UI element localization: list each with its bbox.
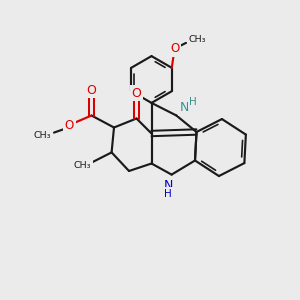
- Text: CH₃: CH₃: [33, 130, 51, 140]
- Text: H: H: [189, 97, 197, 107]
- Text: CH₃: CH₃: [74, 161, 91, 170]
- Text: O: O: [87, 83, 96, 97]
- Text: H: H: [164, 189, 172, 199]
- Text: O: O: [170, 42, 179, 55]
- Text: CH₃: CH₃: [189, 34, 206, 43]
- Text: N: N: [164, 179, 174, 192]
- Text: O: O: [65, 119, 74, 132]
- Text: N: N: [179, 101, 189, 114]
- Text: O: O: [132, 87, 141, 100]
